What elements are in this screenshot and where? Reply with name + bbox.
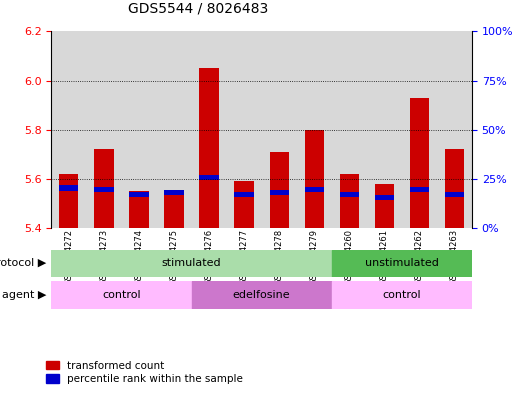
Bar	[234, 181, 254, 228]
Bar	[234, 192, 254, 197]
Text: protocol ▶: protocol ▶	[0, 258, 46, 268]
Bar	[191, 281, 332, 309]
Bar	[340, 174, 359, 228]
Bar	[332, 31, 367, 228]
Bar	[51, 281, 191, 309]
Bar	[94, 187, 113, 192]
Bar	[227, 31, 262, 228]
Bar	[340, 192, 359, 197]
Bar	[59, 185, 78, 191]
Bar	[86, 31, 122, 228]
Bar	[94, 149, 113, 228]
Bar	[367, 31, 402, 228]
Text: edelfosine: edelfosine	[233, 290, 290, 300]
Bar	[129, 192, 149, 197]
Bar	[297, 31, 332, 228]
Bar	[445, 149, 464, 228]
Bar	[51, 31, 86, 228]
Bar	[200, 175, 219, 180]
Text: control: control	[102, 290, 141, 300]
Bar	[200, 68, 219, 228]
Bar	[402, 31, 437, 228]
Bar	[129, 191, 149, 228]
Text: unstimulated: unstimulated	[365, 258, 439, 268]
Bar	[262, 31, 297, 228]
Bar	[59, 174, 78, 228]
Text: stimulated: stimulated	[162, 258, 221, 268]
Bar	[437, 31, 472, 228]
Text: control: control	[383, 290, 421, 300]
Bar	[164, 191, 184, 228]
Bar	[156, 31, 191, 228]
Bar	[305, 130, 324, 228]
Text: agent ▶: agent ▶	[2, 290, 46, 300]
Bar	[332, 281, 472, 309]
Bar	[269, 152, 289, 228]
Bar	[410, 98, 429, 228]
Bar	[445, 192, 464, 197]
Bar	[164, 190, 184, 195]
Bar	[51, 250, 332, 277]
Bar	[332, 250, 472, 277]
Bar	[269, 190, 289, 195]
Bar	[410, 187, 429, 192]
Bar	[122, 31, 156, 228]
Bar	[305, 187, 324, 192]
Bar	[191, 31, 227, 228]
Bar	[374, 184, 394, 228]
Bar	[374, 195, 394, 200]
Text: GDS5544 / 8026483: GDS5544 / 8026483	[128, 2, 269, 16]
Legend: transformed count, percentile rank within the sample: transformed count, percentile rank withi…	[46, 361, 243, 384]
